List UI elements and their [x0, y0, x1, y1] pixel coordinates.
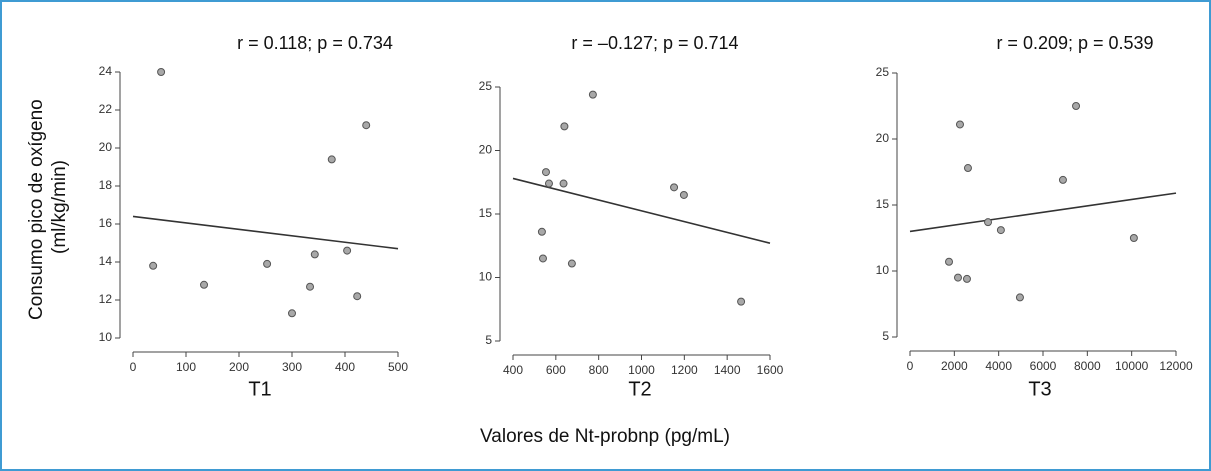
data-point: [306, 282, 315, 291]
data-point: [679, 190, 688, 199]
data-point: [560, 122, 569, 131]
x-tick-label: 10000: [1115, 359, 1149, 373]
y-tick-label: 14: [99, 254, 113, 268]
x-tick-label: 100: [176, 360, 196, 374]
y-tick-label: 10: [99, 330, 113, 344]
panel-label: T2: [628, 378, 651, 400]
data-point: [310, 250, 319, 259]
y-tick-label: 12: [99, 292, 113, 306]
y-tick-label: 22: [99, 102, 113, 116]
x-tick-label: 600: [546, 363, 566, 377]
x-tick-label: 400: [335, 360, 355, 374]
data-point: [996, 226, 1005, 235]
x-tick-label: 300: [282, 360, 302, 374]
y-tick-label: 5: [882, 329, 889, 343]
x-tick-label: 0: [130, 360, 137, 374]
data-point: [343, 246, 352, 255]
x-axis-title: Valores de Nt-probnp (pg/mL): [480, 426, 730, 447]
panel-label: T3: [1028, 378, 1051, 400]
data-point: [353, 292, 362, 301]
x-tick-label: 1200: [671, 363, 698, 377]
y-axis-title-line: Consumo pico de oxígeno: [26, 99, 47, 320]
y-tick-label: 10: [479, 270, 493, 284]
y-tick-label: 10: [876, 263, 890, 277]
panel-title: r = –0.127; p = 0.714: [571, 33, 738, 53]
x-tick-label: 1000: [628, 363, 655, 377]
data-point: [962, 274, 971, 283]
data-point: [362, 121, 371, 130]
data-point: [149, 261, 158, 270]
y-axis-title: Consumo pico de oxígeno (ml/kg/min): [26, 94, 70, 320]
data-point: [327, 155, 336, 164]
data-point: [567, 259, 576, 268]
x-tick-label: 4000: [985, 359, 1012, 373]
data-point: [1072, 102, 1081, 110]
data-point: [963, 164, 972, 173]
y-tick-label: 18: [99, 178, 113, 192]
data-point: [537, 227, 546, 236]
panel-title: r = 0.209; p = 0.539: [996, 33, 1153, 53]
data-point: [559, 179, 568, 188]
data-point: [1015, 293, 1024, 302]
data-point: [157, 68, 166, 76]
data-point: [984, 218, 993, 227]
y-tick-label: 20: [99, 140, 113, 154]
data-point: [953, 273, 962, 282]
x-tick-label: 1400: [714, 363, 741, 377]
data-point: [538, 254, 547, 263]
x-tick-label: 500: [388, 360, 408, 374]
y-tick-label: 25: [876, 65, 890, 79]
trend-line: [909, 192, 1177, 233]
y-tick-label: 16: [99, 216, 113, 230]
y-tick-label: 5: [485, 333, 492, 347]
data-point: [200, 280, 209, 289]
x-tick-label: 200: [229, 360, 249, 374]
data-point: [670, 183, 679, 192]
data-point: [541, 168, 550, 177]
data-point: [737, 297, 746, 306]
x-tick-label: 2000: [941, 359, 968, 373]
panel-title: r = 0.118; p = 0.734: [237, 33, 393, 53]
y-tick-label: 24: [99, 64, 113, 78]
x-tick-label: 800: [589, 363, 609, 377]
y-tick-label: 15: [876, 197, 890, 211]
x-tick-label: 0: [907, 359, 914, 373]
x-tick-label: 6000: [1030, 359, 1057, 373]
y-axis-title-line: (ml/kg/min): [49, 160, 70, 254]
data-point: [588, 90, 597, 99]
y-tick-label: 20: [876, 131, 890, 145]
trend-line: [132, 215, 399, 250]
data-point: [1129, 234, 1138, 242]
data-point: [955, 120, 964, 129]
data-point: [288, 309, 296, 318]
data-point: [544, 179, 553, 188]
x-tick-label: 400: [503, 363, 523, 377]
data-point: [263, 259, 272, 268]
x-tick-label: 12000: [1159, 359, 1193, 373]
y-tick-label: 20: [479, 143, 493, 157]
trend-line: [512, 177, 771, 244]
data-point: [945, 257, 954, 266]
panel-label: T1: [248, 378, 271, 400]
y-tick-label: 15: [479, 206, 493, 220]
data-point: [1058, 175, 1067, 184]
x-tick-label: 8000: [1074, 359, 1101, 373]
x-tick-label: 1600: [757, 363, 784, 377]
y-tick-label: 25: [479, 79, 493, 93]
